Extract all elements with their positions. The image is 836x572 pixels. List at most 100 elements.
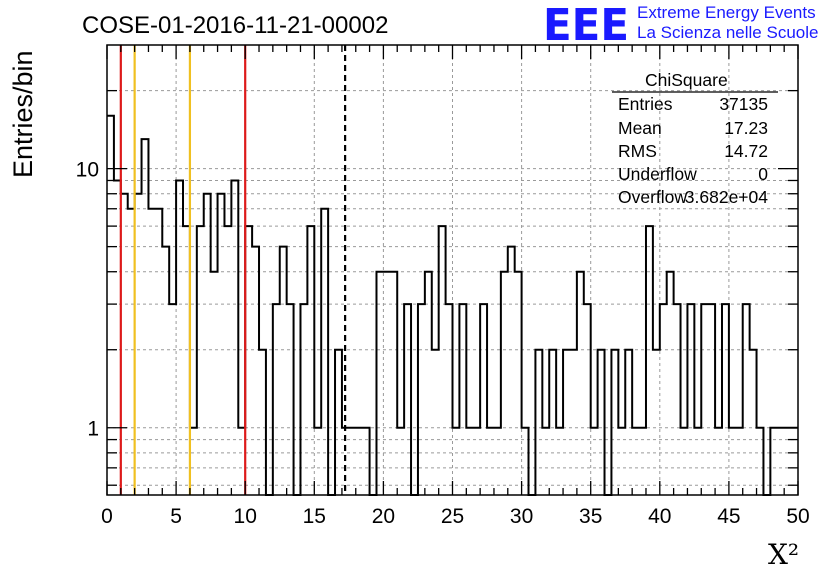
- histogram-bin: [432, 350, 439, 495]
- histogram-bin: [204, 194, 211, 495]
- histogram-bin: [425, 272, 432, 495]
- x-tick-label: 10: [234, 505, 257, 528]
- histogram-bin: [660, 304, 667, 495]
- histogram-bin: [722, 304, 729, 495]
- histogram-bin: [418, 304, 425, 495]
- histogram-bin: [390, 272, 397, 495]
- histogram-bin: [287, 304, 294, 495]
- histogram-bin: [646, 226, 653, 495]
- stats-box: ChiSquare Entries 37135 Mean 17.23 RMS 1…: [612, 70, 778, 207]
- histogram-bin: [397, 428, 404, 495]
- histogram-bin: [169, 304, 176, 495]
- histogram-bin: [681, 428, 688, 495]
- eee-logo: EEE: [543, 0, 629, 51]
- histogram-bin: [694, 428, 701, 495]
- stats-value-mean: 17.23: [724, 118, 768, 138]
- histogram-bin: [224, 226, 231, 495]
- histogram-bin: [211, 272, 218, 495]
- x-tick-label: 45: [717, 505, 740, 528]
- stats-value-rms: 14.72: [724, 141, 768, 161]
- histogram-bin: [162, 247, 169, 495]
- histogram-bin: [259, 350, 266, 495]
- histogram-bin: [522, 428, 529, 495]
- x-tick-label: 40: [648, 505, 671, 528]
- chart-title: COSE-01-2016-11-21-00002: [82, 12, 388, 39]
- y-tick-label: 10: [76, 159, 99, 182]
- x-tick-label: 0: [101, 505, 113, 528]
- histogram-bin: [142, 139, 149, 495]
- histogram-bin: [466, 428, 473, 495]
- histogram-bin: [176, 180, 183, 495]
- histogram-bin: [687, 304, 694, 495]
- stats-label-underflow: Underflow: [618, 164, 697, 184]
- x-tick-label: 25: [441, 505, 464, 528]
- stats-value-underflow: 0: [758, 164, 768, 184]
- histogram-bin: [729, 428, 736, 495]
- histogram-bin: [473, 428, 480, 495]
- brand-line-1: Extreme Energy Events: [637, 3, 816, 22]
- histogram-bin: [314, 428, 321, 495]
- histogram-bin: [577, 272, 584, 495]
- histogram-bin: [300, 304, 307, 495]
- histogram-bin: [439, 226, 446, 495]
- histogram-bin: [321, 209, 328, 495]
- histogram-bin: [639, 428, 646, 495]
- histogram-bin: [549, 350, 556, 495]
- histogram-bin: [376, 272, 383, 495]
- histogram-bin: [453, 428, 460, 495]
- histogram-bin: [556, 428, 563, 495]
- axis-ticks: [106, 45, 799, 495]
- histogram-bin: [750, 350, 757, 495]
- histogram-bin: [363, 428, 370, 495]
- histogram-bin: [356, 428, 363, 495]
- histogram-bin: [598, 350, 605, 495]
- histogram-bin: [349, 428, 356, 495]
- histogram-bin: [563, 350, 570, 495]
- brand-line-2: La Scienza nelle Scuole: [637, 23, 818, 42]
- histogram-bin: [515, 272, 522, 495]
- histogram-bin: [218, 194, 225, 495]
- x-tick-label: 35: [579, 505, 602, 528]
- histogram-bin: [273, 304, 280, 495]
- histogram-bin: [446, 304, 453, 495]
- histogram-bin: [570, 350, 577, 495]
- stats-value-overflow: 3.682e+04: [685, 187, 768, 207]
- histogram-bin: [611, 350, 618, 495]
- stats-label-entries: Entries: [618, 94, 673, 114]
- histogram-bin: [736, 428, 743, 495]
- x-tick-label: 20: [372, 505, 395, 528]
- histogram-bin: [757, 428, 764, 495]
- histogram-bin: [542, 428, 549, 495]
- stats-label-overflow: Overflow: [618, 187, 687, 207]
- histogram-bin: [404, 304, 411, 495]
- histogram-bin: [459, 304, 466, 495]
- histogram-bin: [591, 428, 598, 495]
- histogram-bin: [508, 247, 515, 495]
- histogram-bin: [280, 247, 287, 495]
- histogram-bin: [584, 304, 591, 495]
- histogram-bin: [777, 428, 784, 495]
- histogram-bin: [625, 350, 632, 495]
- histogram-bin: [155, 209, 162, 495]
- y-tick-label: 1: [87, 418, 99, 441]
- stats-label-rms: RMS: [618, 141, 657, 161]
- histogram-bin: [307, 226, 314, 495]
- histogram-bin: [653, 350, 660, 495]
- histogram-bin: [494, 428, 501, 495]
- histogram-bin: [501, 272, 508, 495]
- histogram-bin: [480, 304, 487, 495]
- threshold-lines: [119, 45, 347, 495]
- histogram-bin: [197, 226, 204, 495]
- histogram-bin: [770, 428, 777, 495]
- histogram-bin: [487, 428, 494, 495]
- histogram-bin: [632, 428, 639, 495]
- histogram-bin: [535, 350, 542, 495]
- histogram-bin: [701, 304, 708, 495]
- histogram-bin: [743, 304, 750, 495]
- histogram-bin: [252, 247, 259, 495]
- histogram-bin: [715, 428, 722, 495]
- y-tick-labels: 1 10: [76, 159, 99, 441]
- histogram-bin: [335, 350, 342, 495]
- histogram-bin: [107, 116, 114, 495]
- histogram-bin: [618, 428, 625, 495]
